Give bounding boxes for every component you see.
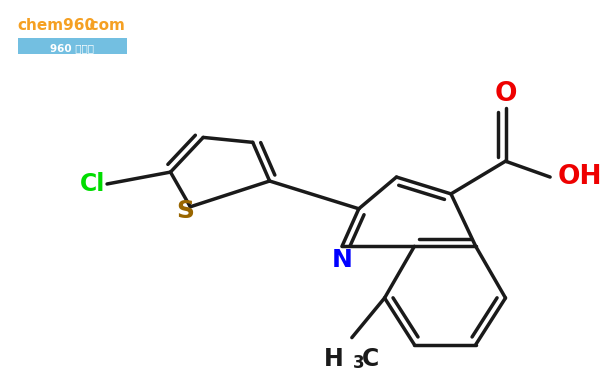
Text: Cl: Cl [80, 172, 105, 196]
Text: OH: OH [558, 164, 602, 190]
Text: H: H [324, 347, 344, 371]
Text: S: S [176, 199, 194, 223]
Text: O: O [494, 81, 517, 107]
Text: N: N [332, 248, 352, 272]
Text: 960 化工网: 960 化工网 [50, 43, 94, 53]
Text: C: C [362, 347, 379, 371]
Text: chem960: chem960 [18, 18, 96, 33]
FancyBboxPatch shape [18, 38, 127, 54]
Text: 3: 3 [353, 354, 364, 372]
Text: .com: .com [84, 18, 125, 33]
